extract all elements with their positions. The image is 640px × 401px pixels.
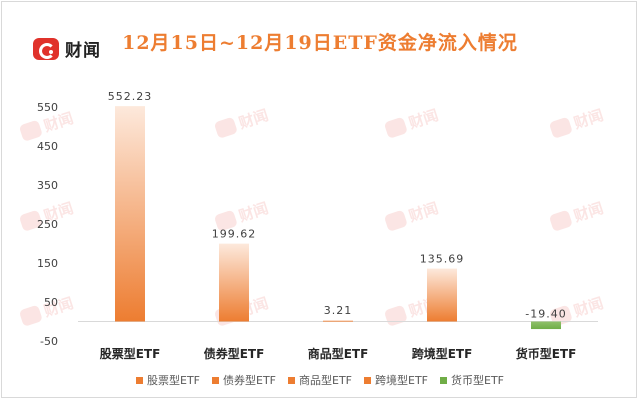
y-tick-label: 150 [37,257,58,270]
y-tick-label: 350 [37,179,58,192]
legend-label: 股票型ETF [147,374,200,387]
y-tick-label: 50 [44,296,58,309]
brand-logo: 财闻 [33,36,101,61]
legend-label: 债券型ETF [223,374,276,387]
legend-label: 货币型ETF [451,374,504,387]
x-tick-label: 货币型ETF [516,346,577,361]
legend-swatch [440,376,447,384]
x-tick-label: 股票型ETF [100,346,161,361]
brand-logo-text: 财闻 [65,41,101,61]
bar-2 [219,243,249,322]
bar-3 [323,320,353,322]
data-label: 552.23 [108,90,153,103]
bar-1 [115,106,145,322]
y-tick-label: 550 [37,101,58,114]
brand-logo-icon [33,37,59,60]
data-label: 3.21 [324,304,353,317]
y-tick-label: 250 [37,218,58,231]
legend-item: 商品型ETF [288,372,352,388]
bar-5 [531,321,561,330]
data-label: 135.69 [420,253,465,266]
x-tick-label: 债券型ETF [204,346,265,361]
legend-item: 股票型ETF [136,372,200,388]
legend-swatch [136,376,143,384]
legend-item: 债券型ETF [212,372,276,388]
bar-4 [427,268,457,322]
legend-label: 跨境型ETF [375,374,428,387]
legend-swatch [212,376,219,384]
data-label: 199.62 [212,228,257,241]
y-tick-label: -50 [40,335,58,348]
data-label: -19.40 [525,308,566,321]
chart-title: 12月15日~12月19日ETF资金净流入情况 [122,32,518,54]
chart-legend: 股票型ETF 债券型ETF 商品型ETF 跨境型ETF 货币型ETF [0,372,640,388]
y-tick-label: 450 [37,140,58,153]
x-tick-label: 商品型ETF [308,346,369,361]
legend-swatch [288,376,295,384]
legend-item: 货币型ETF [440,372,504,388]
legend-label: 商品型ETF [299,374,352,387]
x-tick-label: 跨境型ETF [412,346,473,361]
legend-swatch [364,376,371,384]
legend-item: 跨境型ETF [364,372,428,388]
